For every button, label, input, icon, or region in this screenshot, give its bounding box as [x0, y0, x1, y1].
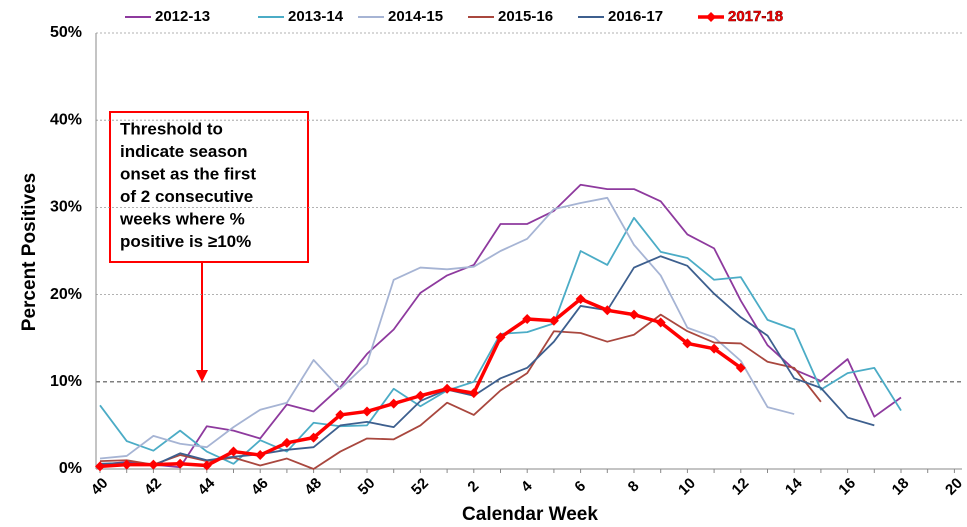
annotation-text: positive is ≥10% [120, 232, 251, 251]
data-point [121, 459, 132, 470]
data-point [415, 390, 426, 401]
y-tick-label: 20% [50, 286, 82, 303]
data-point [255, 450, 266, 461]
x-tick-label: 20 [942, 475, 966, 499]
x-tick-label: 44 [195, 474, 219, 498]
data-point [468, 388, 479, 399]
series-line [99, 196, 795, 460]
x-tick-label: 12 [729, 475, 753, 499]
legend-label: 2012-13 [155, 8, 210, 25]
legend-label: 2013-14 [288, 8, 344, 25]
annotation-text: of 2 consecutive [120, 187, 253, 206]
data-point [148, 459, 159, 470]
y-tick-label: 50% [50, 24, 82, 41]
annotation-text: onset as the first [120, 164, 256, 183]
x-tick-label: 14 [782, 474, 806, 498]
x-tick-label: 18 [889, 475, 913, 499]
legend-label: 2016-17 [608, 8, 663, 25]
data-point [629, 309, 639, 320]
annotation-box [109, 111, 309, 263]
y-tick-label: 40% [50, 111, 82, 128]
data-point [95, 461, 105, 472]
data-point [495, 332, 506, 343]
data-point [442, 383, 453, 394]
data-point [522, 314, 533, 325]
legend-label: 2017-18 [728, 8, 783, 25]
annotation-text: indicate season [120, 142, 248, 161]
y-tick-label: 0% [59, 460, 82, 477]
annotation-text: Threshold to [120, 119, 223, 138]
data-point [388, 398, 399, 409]
data-point [281, 437, 292, 448]
x-tick-label: 8 [625, 478, 643, 496]
legend-label: 2014-15 [388, 8, 443, 25]
data-point [735, 362, 746, 373]
x-tick-label: 16 [835, 475, 859, 499]
legend-label: 2015-16 [498, 8, 553, 25]
x-tick-label: 10 [675, 475, 699, 499]
arrow-head [196, 370, 208, 382]
data-point [682, 338, 693, 349]
data-point [201, 460, 212, 471]
x-tick-label: 2 [464, 478, 482, 496]
data-point [548, 315, 559, 326]
series-line [99, 183, 902, 469]
data-point [228, 446, 239, 457]
x-tick-label: 52 [408, 475, 432, 499]
data-point [362, 406, 372, 417]
data-point [602, 305, 613, 316]
y-tick-label: 10% [50, 373, 82, 390]
data-point [335, 409, 346, 420]
series-line [99, 255, 875, 467]
legend-marker [706, 12, 716, 22]
x-axis-title: Calendar Week [462, 504, 598, 525]
x-tick-label: 4 [518, 477, 536, 495]
x-tick-label: 50 [355, 475, 379, 499]
data-point [575, 293, 586, 304]
data-point [308, 432, 319, 443]
x-tick-label: 40 [88, 475, 112, 499]
x-tick-label: 42 [141, 475, 165, 499]
x-tick-label: 6 [571, 478, 589, 496]
data-point [709, 343, 720, 354]
y-tick-label: 30% [50, 199, 82, 216]
data-point [655, 317, 666, 328]
x-tick-label: 48 [301, 475, 325, 499]
y-axis-title: Percent Positives [19, 173, 40, 331]
data-point [175, 458, 186, 469]
x-tick-label: 46 [248, 475, 272, 499]
annotation-text: weeks where % [119, 209, 245, 228]
